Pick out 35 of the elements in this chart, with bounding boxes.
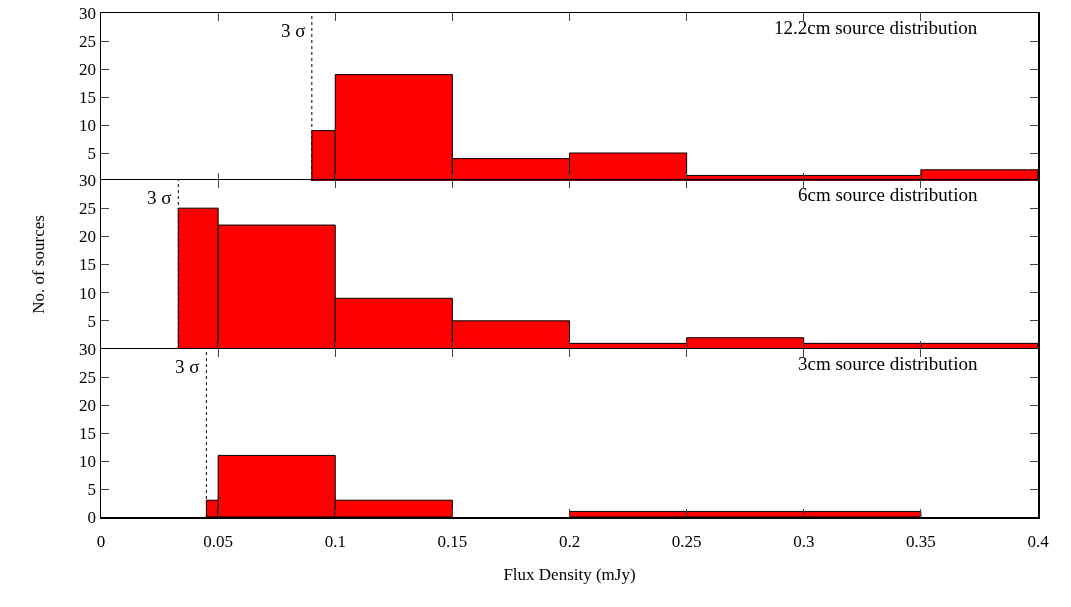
- y-tick-label: 15: [79, 87, 97, 107]
- y-tick-label: 5: [87, 479, 97, 499]
- ref-line-label: 3 σ: [281, 20, 306, 41]
- y-tick-label: 15: [79, 255, 97, 275]
- annotation: 12.2cm source distribution: [774, 17, 978, 38]
- y-tick-label: 30: [79, 3, 97, 23]
- y-tick-label: 30: [79, 170, 97, 190]
- y-tick-label: 0: [87, 507, 97, 527]
- y-tick-label: 5: [87, 143, 97, 163]
- annotation: 3cm source distribution: [798, 353, 978, 374]
- x-tick-label: 0.35: [906, 531, 936, 551]
- y-tick-label: 30: [79, 339, 97, 359]
- x-tick-label: 0.2: [558, 531, 581, 551]
- ref-line-label: 3 σ: [175, 356, 200, 377]
- y-tick-label: 25: [79, 367, 97, 387]
- y-axis-title: No. of sources: [28, 215, 48, 314]
- y-tick-label: 20: [79, 59, 97, 79]
- x-tick-label: 0.05: [203, 531, 234, 551]
- x-tick-label: 0.3: [793, 531, 815, 551]
- y-tick-label: 10: [79, 283, 97, 303]
- y-tick-label: 5: [87, 311, 97, 331]
- x-tick-label: 0.15: [437, 531, 468, 551]
- x-axis-title: Flux Density (mJy): [503, 565, 636, 585]
- y-tick-label: 25: [79, 31, 97, 51]
- y-tick-label: 15: [79, 423, 97, 443]
- x-tick-label: 0.1: [324, 531, 346, 551]
- y-tick-label: 25: [79, 199, 97, 219]
- annotation: 6cm source distribution: [798, 184, 978, 205]
- ref-line-label: 3 σ: [147, 187, 172, 208]
- x-tick-label: 0.4: [1027, 531, 1050, 551]
- y-tick-label: 10: [79, 451, 97, 471]
- x-tick-label: 0.25: [671, 531, 702, 551]
- y-tick-label: 20: [79, 395, 97, 415]
- y-tick-label: 10: [79, 115, 97, 135]
- y-tick-label: 20: [79, 227, 97, 247]
